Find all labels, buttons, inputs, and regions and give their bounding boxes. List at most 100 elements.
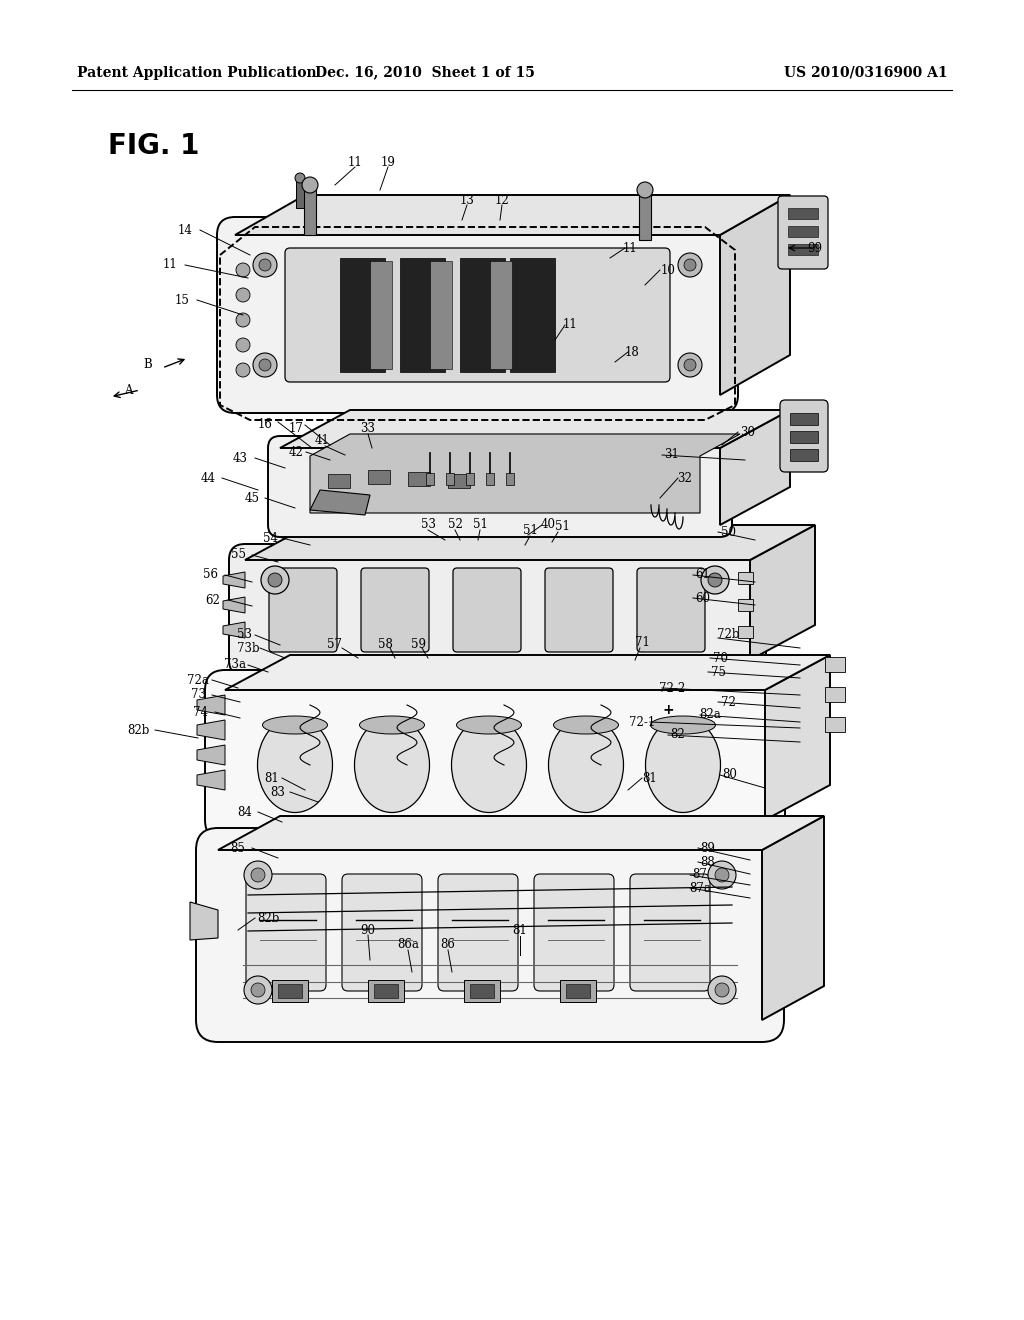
Bar: [464, 979, 500, 1002]
Ellipse shape: [549, 718, 624, 813]
Text: 32: 32: [678, 471, 692, 484]
Bar: [790, 432, 818, 444]
Text: 11: 11: [562, 318, 578, 331]
Text: 84: 84: [238, 805, 253, 818]
Text: 73a: 73a: [224, 659, 246, 672]
Ellipse shape: [262, 715, 328, 734]
Bar: [328, 474, 350, 488]
Bar: [825, 717, 845, 733]
Bar: [460, 257, 505, 372]
Bar: [430, 261, 452, 370]
Polygon shape: [762, 816, 824, 1020]
Bar: [368, 979, 404, 1002]
Circle shape: [701, 566, 729, 594]
Bar: [272, 979, 308, 1002]
Polygon shape: [310, 434, 740, 513]
Text: A: A: [124, 384, 132, 396]
Circle shape: [236, 288, 250, 302]
Circle shape: [236, 338, 250, 352]
Circle shape: [236, 313, 250, 327]
Circle shape: [295, 173, 305, 183]
Text: 42: 42: [289, 446, 303, 458]
Circle shape: [236, 263, 250, 277]
Bar: [738, 599, 753, 611]
Polygon shape: [765, 655, 830, 820]
Circle shape: [684, 359, 696, 371]
Text: 72-1: 72-1: [629, 715, 655, 729]
Text: 33: 33: [360, 421, 376, 434]
FancyBboxPatch shape: [229, 544, 766, 676]
Text: 31: 31: [665, 449, 680, 462]
Bar: [370, 261, 392, 370]
Text: 80: 80: [723, 768, 737, 781]
Text: 15: 15: [174, 293, 189, 306]
Bar: [368, 470, 390, 484]
Bar: [408, 473, 430, 486]
Text: Dec. 16, 2010  Sheet 1 of 15: Dec. 16, 2010 Sheet 1 of 15: [315, 66, 535, 79]
Ellipse shape: [354, 718, 429, 813]
Text: Patent Application Publication: Patent Application Publication: [77, 66, 316, 79]
Text: 44: 44: [201, 471, 215, 484]
Text: 51: 51: [472, 519, 487, 532]
Text: 58: 58: [378, 639, 392, 652]
FancyBboxPatch shape: [534, 874, 614, 991]
Text: US 2010/0316900 A1: US 2010/0316900 A1: [783, 66, 947, 79]
Circle shape: [244, 975, 272, 1005]
FancyBboxPatch shape: [269, 568, 337, 652]
Text: 54: 54: [262, 532, 278, 544]
Circle shape: [708, 975, 736, 1005]
FancyBboxPatch shape: [438, 874, 518, 991]
FancyBboxPatch shape: [342, 874, 422, 991]
Ellipse shape: [650, 715, 716, 734]
Text: 73: 73: [190, 689, 206, 701]
Bar: [639, 190, 651, 240]
Text: +: +: [663, 704, 674, 717]
Bar: [790, 413, 818, 425]
Circle shape: [253, 352, 278, 378]
Bar: [788, 209, 818, 219]
Circle shape: [678, 253, 702, 277]
Text: 40: 40: [541, 519, 555, 532]
FancyBboxPatch shape: [196, 828, 784, 1041]
Circle shape: [244, 861, 272, 888]
Text: 53: 53: [238, 628, 253, 642]
Circle shape: [259, 359, 271, 371]
Bar: [825, 657, 845, 672]
Text: 11: 11: [347, 156, 362, 169]
Bar: [486, 473, 494, 484]
Ellipse shape: [359, 715, 425, 734]
Circle shape: [715, 869, 729, 882]
Bar: [449, 474, 470, 488]
FancyBboxPatch shape: [780, 400, 828, 473]
Polygon shape: [223, 622, 245, 638]
Polygon shape: [310, 490, 370, 515]
Text: 85: 85: [230, 842, 246, 854]
Bar: [304, 185, 316, 235]
FancyBboxPatch shape: [361, 568, 429, 652]
Text: 59: 59: [411, 639, 426, 652]
Circle shape: [251, 983, 265, 997]
Bar: [374, 983, 398, 998]
Ellipse shape: [554, 715, 618, 734]
Bar: [560, 979, 596, 1002]
Text: 87: 87: [692, 869, 708, 882]
Text: 71: 71: [635, 635, 649, 648]
Text: 43: 43: [232, 451, 248, 465]
Text: 16: 16: [258, 418, 272, 432]
Circle shape: [684, 259, 696, 271]
FancyBboxPatch shape: [205, 671, 785, 840]
Text: FIG. 1: FIG. 1: [108, 132, 199, 160]
Text: 41: 41: [314, 433, 330, 446]
Text: 87a: 87a: [689, 882, 711, 895]
Text: 90: 90: [360, 924, 376, 936]
Text: 82: 82: [671, 729, 685, 742]
Text: 82b: 82b: [257, 912, 280, 924]
Bar: [788, 244, 818, 255]
Bar: [490, 261, 512, 370]
Circle shape: [302, 177, 318, 193]
Ellipse shape: [645, 718, 721, 813]
Text: 53: 53: [421, 519, 435, 532]
Circle shape: [715, 983, 729, 997]
Text: 73b: 73b: [237, 642, 259, 655]
Bar: [426, 473, 434, 484]
